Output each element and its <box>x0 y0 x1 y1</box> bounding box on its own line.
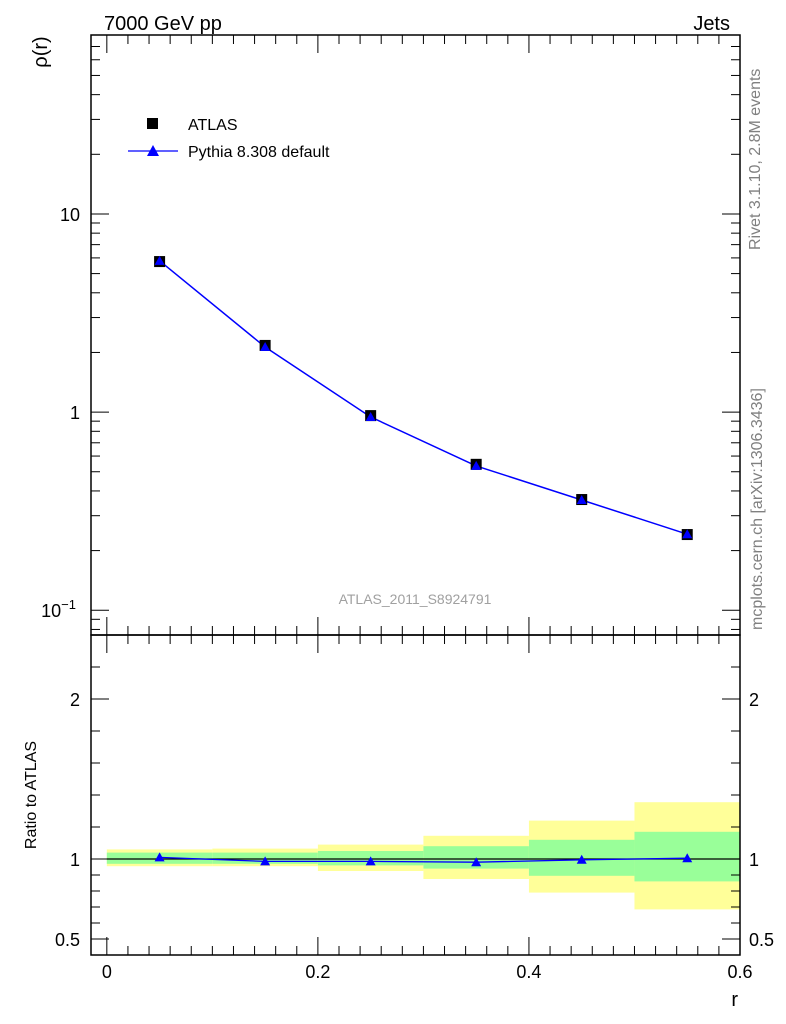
y-axis-label: ρ(r) <box>30 36 52 67</box>
analysis-label: ATLAS_2011_S8924791 <box>339 591 492 607</box>
ratio-y-tick-label-right: 1 <box>749 850 759 870</box>
ratio-y-tick-label-right: 2 <box>749 690 759 710</box>
main-y-tick-label: 10−1 <box>41 597 76 621</box>
x-axis-ticks: 0 0.2 0.4 0.6 <box>102 35 753 982</box>
legend-label-atlas: ATLAS <box>188 117 238 134</box>
legend-marker-pythia <box>147 145 159 156</box>
header-energy-label: 7000 GeV pp <box>104 13 222 35</box>
ratio-pythia-point <box>576 854 587 864</box>
legend-marker-atlas <box>147 118 158 129</box>
x-tick-label: 0.2 <box>305 962 330 982</box>
pythia-point <box>365 411 376 421</box>
header-process-label: Jets <box>693 13 730 35</box>
pythia-point <box>260 342 271 352</box>
main-y-tick-label: 10 <box>60 205 80 225</box>
pythia-line <box>159 260 688 535</box>
main-y-tick-label: 1 <box>70 403 80 423</box>
ratio-frame <box>90 634 741 956</box>
legend: ATLAS Pythia 8.308 default <box>128 117 330 161</box>
ratio-uncertainty-bands <box>106 802 740 910</box>
ratio-axis-label: Ratio to ATLAS <box>23 741 40 849</box>
ratio-y-tick-label-left: 1 <box>70 850 80 870</box>
x-tick-label: 0 <box>102 962 112 982</box>
ratio-y-tick-label-left: 0.5 <box>55 930 80 950</box>
ratio-pythia-point <box>682 853 693 863</box>
main-axis-ticks: 10−1 1 10 <box>41 34 740 630</box>
pythia-point <box>576 495 587 505</box>
ratio-pythia-line <box>159 856 688 863</box>
ratio-pythia-point <box>154 852 165 862</box>
ratio-series <box>106 852 740 867</box>
rivet-version-label: Rivet 3.1.10, 2.8M events <box>747 69 764 250</box>
main-series <box>154 255 693 541</box>
ratio-pythia-point <box>471 857 482 867</box>
pythia-point <box>154 255 165 265</box>
pythia-point <box>682 529 693 539</box>
ratio-axis-ticks: 0.5 0.5 1 1 2 2 <box>55 666 774 950</box>
legend-label-pythia: Pythia 8.308 default <box>188 144 330 161</box>
pythia-point <box>471 460 482 470</box>
ratio-panel: 0.5 0.5 1 1 2 2 Ratio to ATLAS <box>23 634 774 956</box>
ratio-pythia-point <box>260 856 271 866</box>
ratio-pythia-point <box>365 856 376 866</box>
ratio-y-tick-label-right: 0.5 <box>749 930 774 950</box>
ratio-y-tick-label-left: 2 <box>70 690 80 710</box>
x-tick-label: 0.4 <box>516 962 541 982</box>
main-panel: 10−1 1 10 ρ(r) ATLAS_2011_S8924791 ATLAS P… <box>30 34 741 636</box>
x-axis-label: r <box>731 989 738 1011</box>
x-tick-label: 0.6 <box>727 962 752 982</box>
source-label: mcplots.cern.ch [arXiv:1306.3436] <box>749 388 766 630</box>
